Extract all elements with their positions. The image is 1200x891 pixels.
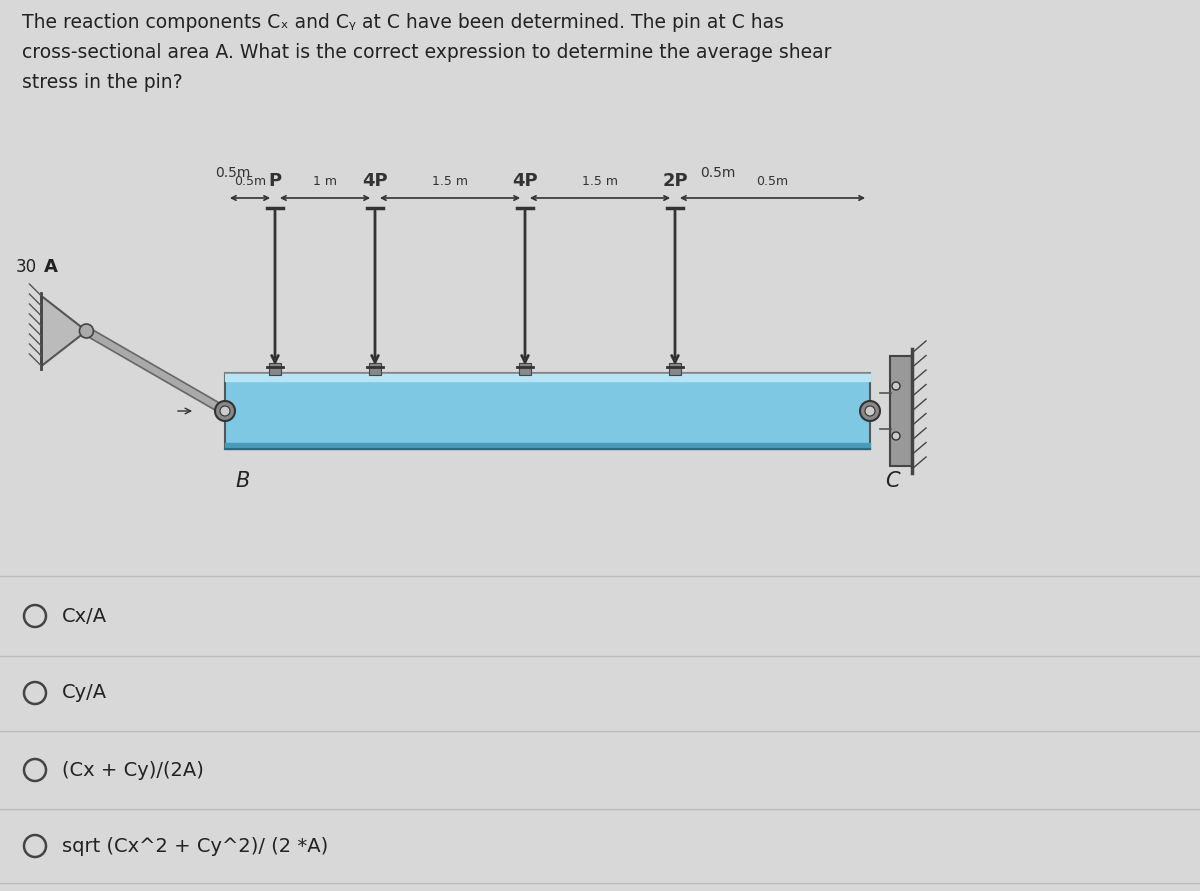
- Circle shape: [860, 401, 880, 421]
- Circle shape: [215, 401, 235, 421]
- Bar: [269, 363, 281, 375]
- Text: (Cx + Cy)/(2A): (Cx + Cy)/(2A): [62, 761, 204, 780]
- Polygon shape: [42, 296, 86, 366]
- Bar: [0, 171, 1200, 581]
- Text: The reaction components Cₓ and Cᵧ at C have been determined. The pin at C has: The reaction components Cₓ and Cᵧ at C h…: [22, 13, 784, 32]
- Text: A: A: [43, 258, 58, 276]
- Text: stress in the pin?: stress in the pin?: [22, 73, 182, 92]
- Text: 0.5m: 0.5m: [700, 166, 736, 180]
- Text: 1.5 m: 1.5 m: [582, 175, 618, 188]
- Circle shape: [892, 432, 900, 440]
- Bar: [370, 363, 382, 375]
- Circle shape: [892, 382, 900, 390]
- Bar: [670, 363, 682, 375]
- Text: B: B: [235, 471, 250, 491]
- Bar: [226, 373, 870, 449]
- Bar: [0, 0, 1200, 171]
- Circle shape: [79, 324, 94, 338]
- Text: 1.5 m: 1.5 m: [432, 175, 468, 188]
- Text: 0.5m: 0.5m: [756, 175, 788, 188]
- Text: sqrt (Cx^2 + Cy^2)/ (2 *A): sqrt (Cx^2 + Cy^2)/ (2 *A): [62, 837, 329, 855]
- Text: 4P: 4P: [362, 172, 388, 190]
- Text: P: P: [269, 172, 282, 190]
- Text: cross-sectional area A. What is the correct expression to determine the average : cross-sectional area A. What is the corr…: [22, 43, 832, 62]
- Bar: [0, 576, 1200, 891]
- Bar: [520, 363, 530, 375]
- Polygon shape: [84, 328, 227, 414]
- Text: 0.5m: 0.5m: [234, 175, 266, 188]
- Text: 30: 30: [16, 258, 36, 276]
- Text: C: C: [886, 471, 900, 491]
- Bar: [890, 356, 912, 466]
- Text: Cy/A: Cy/A: [62, 683, 107, 702]
- Circle shape: [865, 406, 875, 416]
- Text: Cx/A: Cx/A: [62, 607, 107, 625]
- Text: 1 m: 1 m: [313, 175, 337, 188]
- Text: 0.5m: 0.5m: [215, 166, 250, 180]
- Text: 2P: 2P: [662, 172, 688, 190]
- Text: 4P: 4P: [512, 172, 538, 190]
- Circle shape: [220, 406, 230, 416]
